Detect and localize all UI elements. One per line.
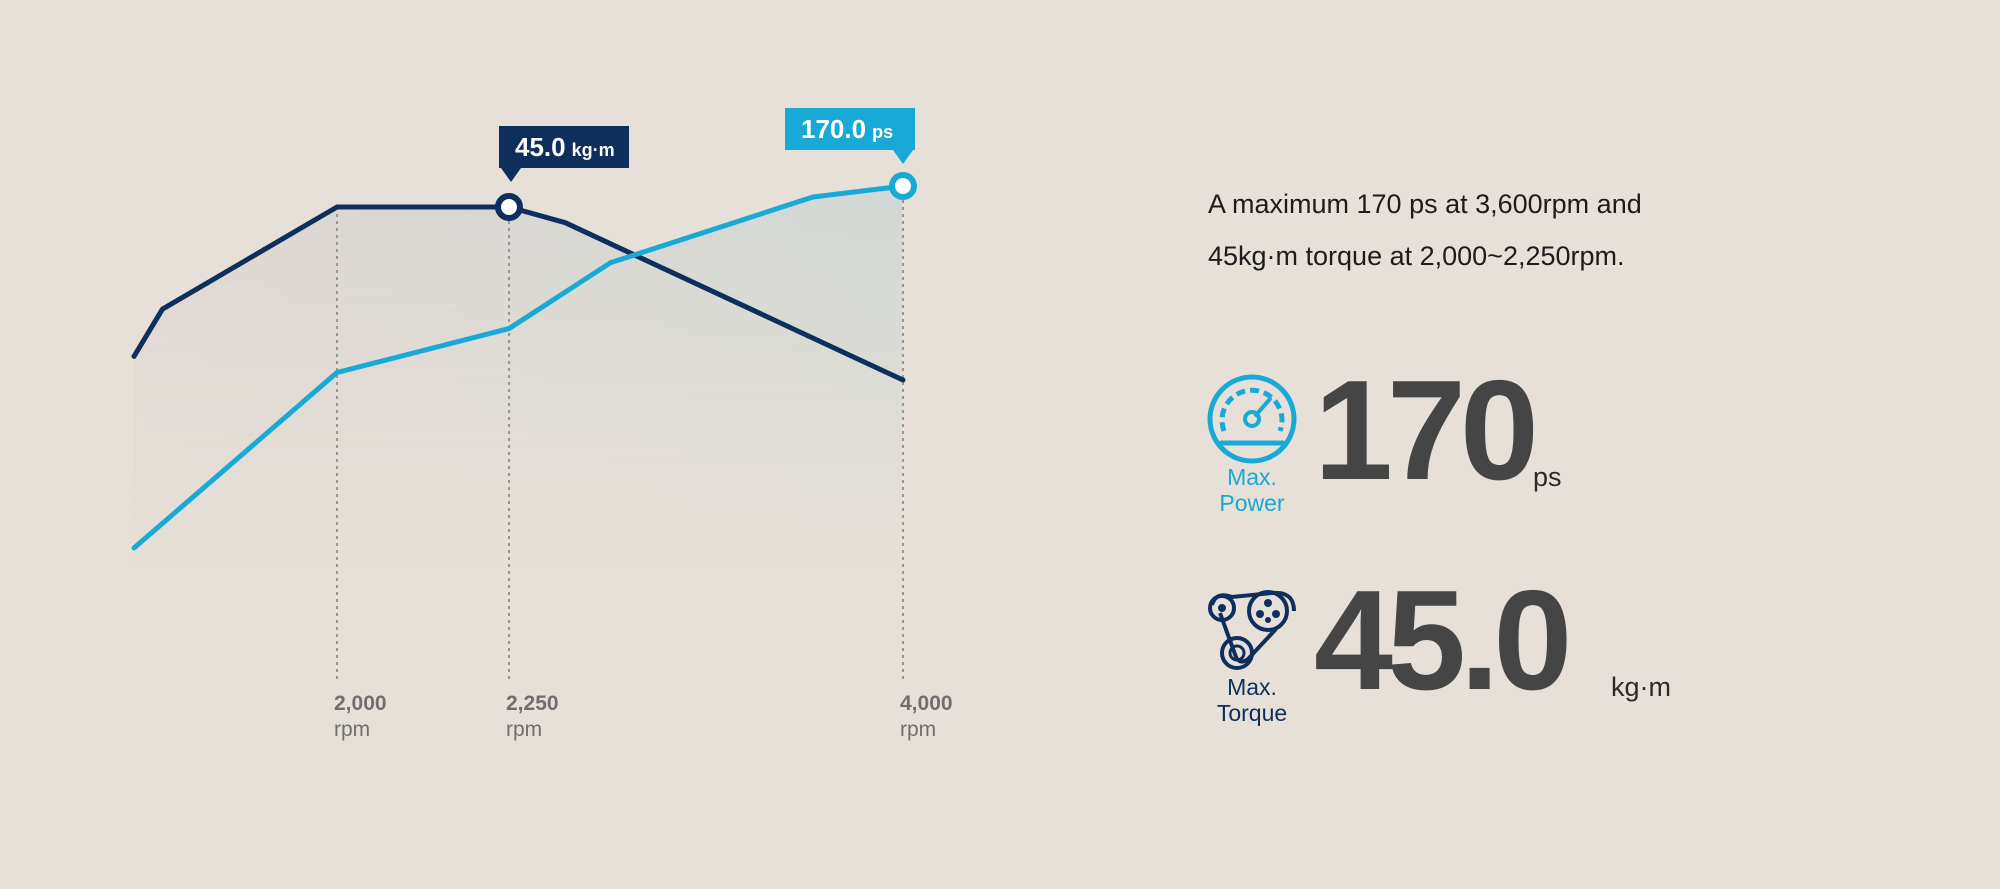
power-series-line	[131, 183, 906, 551]
engine-performance-chart: 45.0 kg·m 170.0 ps 2,000 rpm 2,250 rpm 4,000 rpm	[131, 108, 953, 741]
max-power-spec: Max. Power 170 ps	[1206, 356, 1906, 518]
x-tick-4000: 4,000 rpm	[900, 692, 953, 741]
power-peak-marker	[889, 172, 917, 200]
callout-value: 170.0	[801, 114, 866, 144]
x-tick-label: 2,250	[506, 692, 559, 715]
callout-unit: kg·m	[572, 140, 615, 160]
torque-peak-marker	[495, 193, 523, 221]
performance-description: A maximum 170 ps at 3,600rpm and 45kg·m …	[1208, 178, 1768, 282]
max-power-caption-line-2: Power	[1219, 490, 1285, 516]
x-tick-unit: rpm	[506, 718, 542, 741]
x-tick-label: 4,000	[900, 692, 953, 715]
max-torque-caption: Max. Torque	[1198, 674, 1306, 726]
max-power-caption-line-1: Max.	[1227, 464, 1277, 490]
callout-box	[785, 108, 915, 164]
max-torque-unit: kg·m	[1611, 672, 1671, 702]
max-torque-value: 45.0	[1314, 561, 1572, 720]
x-tick-unit: rpm	[334, 718, 370, 741]
description-line-2: 45kg·m torque at 2,000~2,250rpm.	[1208, 241, 1625, 271]
callout-unit: ps	[872, 122, 893, 142]
x-tick-unit: rpm	[900, 718, 936, 741]
max-torque-caption-line-1: Max.	[1227, 674, 1277, 700]
x-tick-2250: 2,250 rpm	[506, 692, 559, 741]
x-tick-label: 2,000	[334, 692, 387, 715]
torque-peak-callout: 45.0 kg·m	[499, 126, 629, 182]
callout-label: 45.0 kg·m	[515, 132, 615, 162]
callout-label: 170.0 ps	[801, 114, 893, 144]
max-power-value: 170	[1314, 351, 1539, 510]
max-torque-spec: Max. Torque 45.0 kg·m	[1206, 566, 1906, 728]
speedometer-icon	[1207, 374, 1297, 464]
x-tick-2000: 2,000 rpm	[334, 692, 387, 741]
callout-box	[499, 126, 629, 182]
callout-value: 45.0	[515, 132, 566, 162]
power-peak-callout: 170.0 ps	[785, 108, 915, 164]
belt-pulley-icon	[1208, 590, 1296, 670]
max-power-unit: ps	[1533, 462, 1562, 492]
chart-area-fill	[134, 186, 902, 680]
max-power-caption: Max. Power	[1198, 464, 1306, 516]
max-torque-caption-line-2: Torque	[1216, 700, 1288, 726]
description-line-1: A maximum 170 ps at 3,600rpm and	[1208, 189, 1642, 219]
